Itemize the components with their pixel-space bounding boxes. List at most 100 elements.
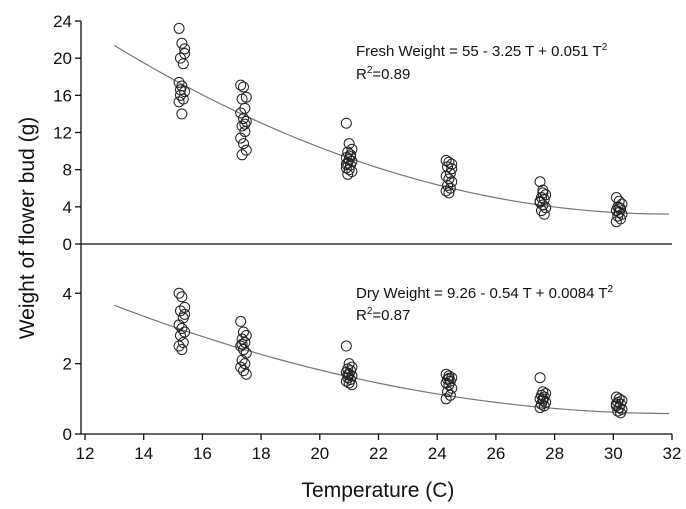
dry-data-point: [174, 329, 186, 341]
fresh-data-point: [446, 163, 458, 175]
dry-equation: Dry Weight = 9.26 - 0.54 T + 0.0084 T2: [356, 284, 614, 302]
dry-data-point: [442, 386, 454, 398]
fresh-data-point: [442, 179, 454, 191]
x-tick-label: 18: [252, 444, 271, 463]
fresh-data-point: [343, 164, 355, 176]
fresh-data-point: [237, 138, 249, 150]
fresh-data-point: [535, 205, 547, 217]
fresh-data-point: [440, 154, 452, 166]
fresh-data-point: [440, 185, 452, 197]
fresh-data-point: [173, 76, 185, 88]
dry-r-squared: R2=0.87: [356, 306, 410, 324]
dry-data-point: [173, 340, 185, 352]
fresh-y-tick-label: 8: [63, 161, 72, 180]
x-axis-title: Temperature (C): [302, 479, 455, 502]
fresh-data-point: [174, 89, 186, 101]
chart-text: Weight of flower bud (g) Temperature (C)…: [16, 12, 681, 502]
fresh-equation: Fresh Weight = 55 - 3.25 T + 0.051 T2: [356, 42, 608, 60]
x-tick-label: 22: [369, 444, 388, 463]
x-tick-label: 24: [428, 444, 447, 463]
fresh-data-point: [236, 149, 248, 161]
dry-data-point: [235, 361, 247, 373]
dry-data-point: [446, 382, 458, 394]
dry-data-point: [240, 329, 252, 341]
dry-data-point: [236, 338, 248, 350]
dry-data-point: [443, 379, 455, 391]
fresh-data-point: [440, 170, 452, 182]
x-tick-label: 20: [310, 444, 329, 463]
dry-data-point: [237, 344, 249, 356]
fresh-data-point: [177, 58, 189, 70]
fresh-data-point: [239, 118, 251, 130]
fresh-y-tick-label: 4: [63, 198, 72, 217]
fresh-data-point: [340, 117, 352, 129]
fresh-data-point: [534, 195, 546, 207]
fresh-y-tick-label: 20: [53, 49, 72, 68]
fresh-fit-curve: [114, 44, 670, 215]
dry-data-point: [342, 369, 354, 381]
dry-data-point: [534, 372, 546, 384]
fresh-data-point: [174, 84, 186, 96]
dry-data-point: [173, 319, 185, 331]
dry-data-point: [179, 326, 191, 338]
data-points: [173, 22, 628, 419]
dry-data-point: [239, 337, 251, 349]
fresh-data-point: [235, 132, 247, 144]
dry-data-point: [240, 368, 252, 380]
x-tick-label: 14: [134, 444, 153, 463]
dry-y-tick-label: 2: [63, 355, 72, 374]
dry-data-point: [237, 326, 249, 338]
dry-data-point: [346, 379, 358, 391]
dry-data-point: [340, 375, 352, 387]
dry-data-point: [179, 301, 191, 313]
fresh-data-point: [343, 138, 355, 150]
dry-data-point: [444, 389, 456, 401]
fresh-data-point: [237, 81, 249, 93]
x-tick-label: 28: [545, 444, 564, 463]
fresh-data-point: [237, 113, 249, 125]
fresh-data-point: [613, 202, 625, 214]
fresh-data-point: [340, 162, 352, 174]
fresh-data-point: [176, 108, 188, 120]
fit-curves: [114, 44, 670, 415]
fresh-data-point: [179, 43, 191, 55]
dry-data-point: [239, 358, 251, 370]
dry-data-point: [177, 337, 189, 349]
dry-data-point: [174, 305, 186, 317]
fresh-data-point: [610, 216, 622, 228]
dry-data-point: [235, 340, 247, 352]
fresh-data-point: [446, 176, 458, 188]
dry-data-point: [237, 365, 249, 377]
dry-data-point: [235, 315, 247, 327]
fresh-data-point: [610, 192, 622, 204]
dry-data-point: [176, 344, 188, 356]
fresh-data-point: [176, 37, 188, 49]
fresh-data-point: [538, 208, 550, 220]
fresh-data-point: [534, 176, 546, 188]
fresh-y-tick-label: 24: [53, 12, 72, 31]
dry-data-point: [537, 393, 549, 405]
dry-data-point: [440, 393, 452, 405]
fresh-data-point: [173, 96, 185, 108]
dry-data-point: [173, 287, 185, 299]
fresh-data-point: [340, 158, 352, 170]
fresh-data-point: [179, 48, 191, 60]
x-tick-label: 32: [663, 444, 682, 463]
axes-frame: [75, 20, 673, 440]
dry-data-point: [610, 398, 622, 410]
dry-data-point: [179, 308, 191, 320]
dry-data-point: [176, 291, 188, 303]
fresh-data-point: [235, 107, 247, 119]
fresh-data-point: [236, 120, 248, 132]
fresh-data-point: [537, 187, 549, 199]
dry-data-point: [343, 377, 355, 389]
dry-data-point: [443, 372, 455, 384]
x-tick-label: 26: [486, 444, 505, 463]
dry-data-point: [176, 322, 188, 334]
fresh-data-point: [173, 22, 185, 34]
dry-data-point: [340, 340, 352, 352]
dry-data-point: [612, 405, 624, 417]
fresh-y-tick-label: 12: [53, 124, 72, 143]
